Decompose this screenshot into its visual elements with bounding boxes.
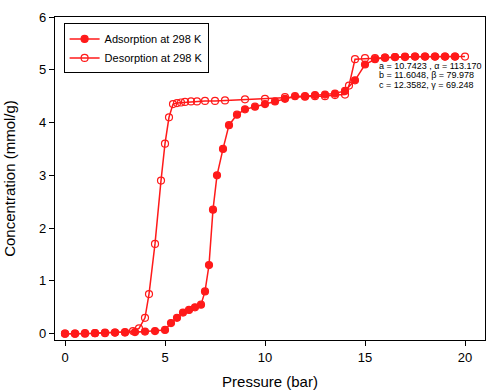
- svg-text:Desorption at 298 K: Desorption at 298 K: [105, 52, 203, 64]
- svg-text:0: 0: [39, 326, 46, 341]
- svg-text:5: 5: [39, 62, 46, 77]
- svg-text:b = 11.6048, β = 79.978: b = 11.6048, β = 79.978: [379, 70, 474, 80]
- svg-text:Concentration (mmol/g): Concentration (mmol/g): [1, 100, 18, 257]
- svg-text:2: 2: [39, 221, 46, 236]
- svg-text:5: 5: [161, 350, 168, 365]
- svg-text:6: 6: [39, 10, 46, 25]
- svg-text:15: 15: [358, 350, 372, 365]
- svg-text:c = 12.3582, γ = 69.248: c = 12.3582, γ = 69.248: [379, 80, 474, 90]
- svg-text:a = 10.7423 , α = 113.170: a = 10.7423 , α = 113.170: [379, 61, 482, 71]
- svg-text:20: 20: [458, 350, 472, 365]
- svg-text:10: 10: [258, 350, 272, 365]
- svg-text:1: 1: [39, 273, 46, 288]
- svg-text:Adsorption at 298 K: Adsorption at 298 K: [105, 33, 202, 45]
- svg-text:0: 0: [61, 350, 68, 365]
- svg-text:3: 3: [39, 168, 46, 183]
- svg-text:Pressure (bar): Pressure (bar): [222, 373, 318, 390]
- svg-text:4: 4: [39, 115, 46, 130]
